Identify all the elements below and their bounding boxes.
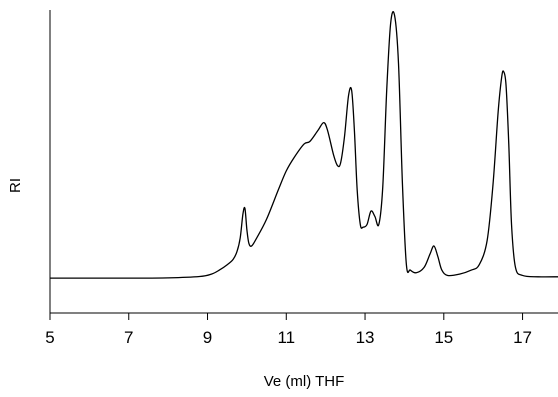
chromatogram-line: [50, 11, 558, 279]
x-tick-label-15: 15: [434, 328, 453, 347]
x-tick-label-7: 7: [124, 328, 133, 347]
x-tick-label-9: 9: [203, 328, 212, 347]
x-axis-tick-labels: 5 7 9 11 13 15 17: [45, 328, 532, 347]
x-tick-label-5: 5: [45, 328, 54, 347]
x-tick-label-11: 11: [277, 328, 295, 347]
y-axis-label: RI: [7, 178, 24, 193]
x-tick-label-13: 13: [356, 328, 375, 347]
x-axis-label: Ve (ml) THF: [264, 373, 345, 390]
x-tick-label-17: 17: [513, 328, 532, 347]
x-axis-ticks: [49, 313, 524, 320]
